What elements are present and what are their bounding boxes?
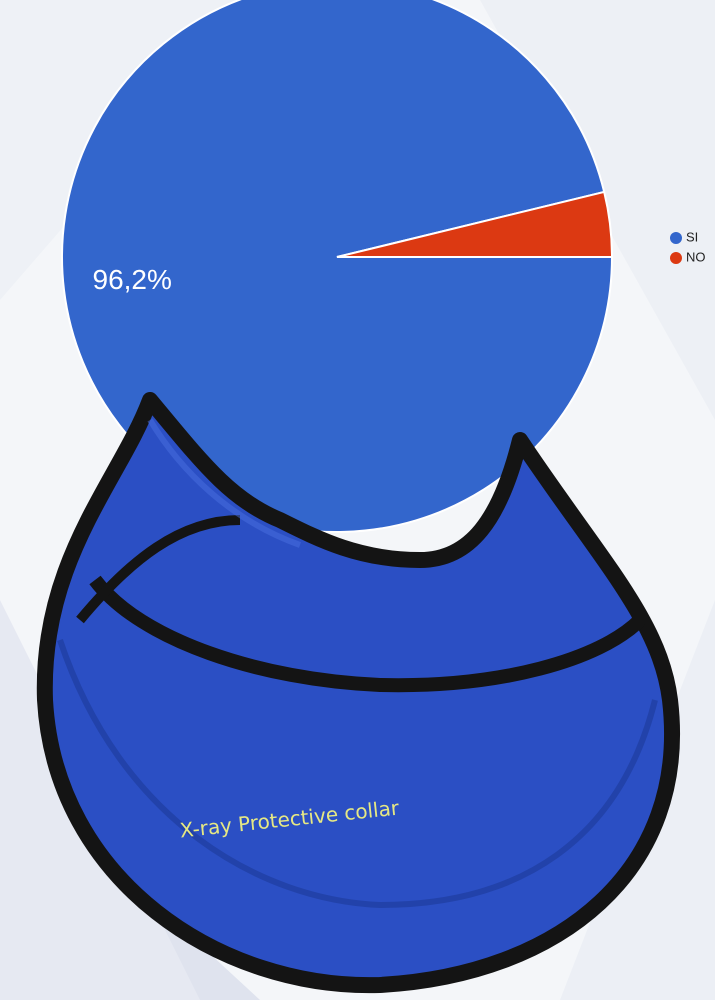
legend-swatch	[670, 232, 682, 244]
collar-image: X-ray Protective collar	[36, 392, 680, 994]
legend-label: SI	[686, 229, 698, 244]
slice-label: 96,2%	[93, 264, 172, 295]
pie: 96,2%	[61, 0, 614, 533]
legend: SI NO	[670, 229, 706, 264]
pie-slice	[61, 0, 614, 533]
legend-swatch	[670, 252, 682, 264]
pie-slice	[336, 190, 614, 258]
legend-label: NO	[686, 249, 706, 264]
